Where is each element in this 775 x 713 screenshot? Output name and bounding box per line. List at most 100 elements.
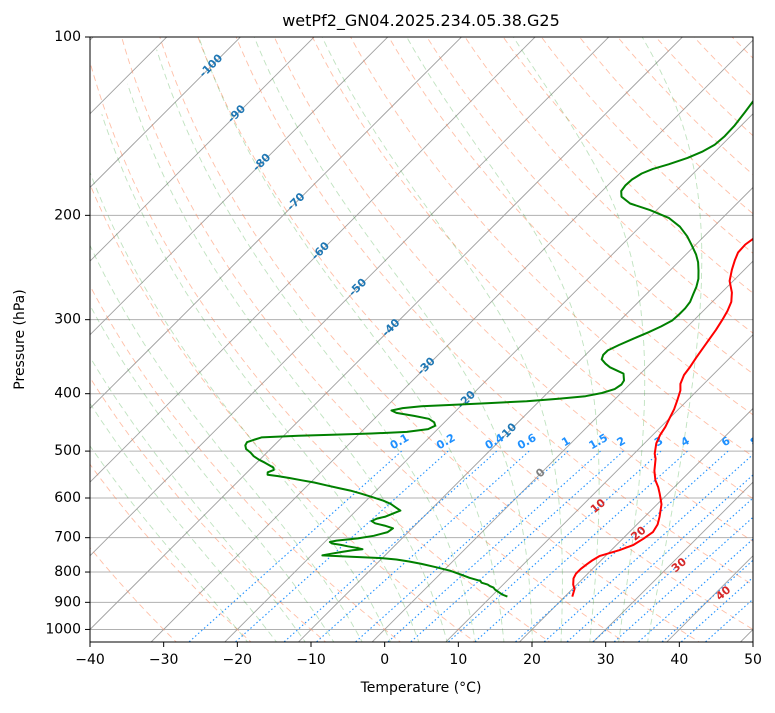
isotherm-line — [739, 628, 753, 642]
isotherm-line — [90, 37, 315, 262]
moist-adiabat — [406, 37, 600, 642]
y-tick-label: 700 — [54, 530, 81, 546]
y-tick-label: 200 — [54, 207, 81, 223]
moist-adiabat — [90, 171, 392, 642]
moist-adiabat — [90, 244, 363, 642]
moist-adiabat — [127, 83, 448, 642]
isotherm-line — [90, 37, 610, 557]
axes-layer: −40 −30 −20 −10 0 10 20 30 40 5010020030040050060… — [45, 29, 762, 668]
mixing-ratio-line — [704, 598, 753, 642]
dry-adiabat — [90, 463, 252, 642]
isotherm-label: -30 — [415, 354, 438, 377]
isotherm-line — [518, 407, 753, 642]
dewpoint-profile — [244, 99, 753, 598]
moist-adiabat — [90, 356, 306, 642]
dry-adiabat — [90, 183, 476, 642]
y-tick-label: 900 — [54, 594, 81, 610]
mixing-ratio-line — [234, 450, 449, 642]
isotherm-line — [371, 260, 753, 642]
x-tick-label: 30 — [597, 652, 615, 668]
temperature-profile — [571, 237, 753, 597]
dry-adiabat — [731, 37, 753, 59]
mixing-ratio-line — [514, 450, 729, 642]
mixing-ratio-line — [447, 450, 662, 642]
dry-adiabat — [540, 37, 753, 254]
moist-adiabat — [641, 37, 703, 642]
isotherm-line — [150, 39, 753, 642]
isotherm-line — [445, 334, 753, 642]
y-tick-label: 600 — [54, 490, 81, 506]
y-tick-label: 800 — [54, 564, 81, 580]
dry-adiabat — [350, 37, 753, 457]
x-tick-label: 0 — [380, 652, 389, 668]
isotherm-line — [90, 37, 242, 189]
dry-adiabat — [388, 37, 753, 416]
dry-adiabat — [757, 24, 775, 645]
mixing-ratio-label: 1 — [559, 434, 572, 449]
mixing-ratio-line — [354, 450, 569, 642]
mixing-ratio-line — [283, 450, 498, 642]
moist-adiabat — [101, 114, 420, 642]
moist-adiabat — [198, 37, 505, 642]
dry-adiabat — [578, 37, 753, 215]
y-tick-label: 100 — [54, 29, 81, 45]
x-tick-label: 40 — [670, 652, 688, 668]
mixing-ratio-line — [613, 516, 753, 642]
mixing-ratio-line — [637, 538, 753, 642]
x-axis-title: Temperature (°C) — [360, 680, 482, 696]
dry-adiabat — [197, 37, 753, 630]
isotherm-line — [90, 37, 536, 483]
mixing-ratio-line — [473, 450, 688, 642]
dry-adiabat — [235, 37, 753, 586]
y-tick-label: 500 — [54, 443, 81, 459]
moist-adiabat — [156, 49, 476, 642]
plot-area: -100-90-80-70-60-50-40-30-20-1000.1 0.2 0.… — [90, 24, 775, 645]
isotherm-line — [224, 113, 753, 642]
dry-adiabat — [90, 376, 327, 642]
isotherm-line — [297, 186, 753, 642]
moist-adiabat — [90, 445, 249, 642]
isotherm-label: -80 — [250, 151, 273, 174]
mixing-ratio-label: 0.2 — [434, 431, 457, 452]
isotherm-line — [592, 481, 753, 642]
x-tick-label: −40 — [75, 652, 105, 668]
x-tick-label: −10 — [296, 652, 326, 668]
mixing-ratio-label: 1.5 — [587, 431, 610, 452]
mixing-ratio-line — [409, 450, 624, 642]
isotherm-label: -70 — [284, 190, 307, 213]
mixing-ratio-line — [566, 474, 753, 642]
mixing-ratio-line — [661, 559, 753, 642]
dry-adiabat — [90, 60, 551, 642]
mixing-ratio-label: 8 — [748, 434, 761, 449]
isotherm-label: -100 — [197, 51, 226, 80]
isotherm-label: -60 — [309, 239, 332, 262]
dry-adiabat — [311, 37, 753, 500]
mixing-ratio-line — [591, 497, 753, 642]
isotherm-label: -90 — [225, 102, 248, 125]
isotherm-line — [90, 37, 463, 410]
mixing-ratio-label: 10 — [767, 432, 775, 451]
isotherm-line — [90, 37, 389, 336]
mixing-ratio-label: 0.1 — [388, 431, 411, 452]
y-tick-label: 400 — [54, 386, 81, 402]
x-tick-label: 50 — [744, 652, 762, 668]
moist-adiabat — [512, 37, 646, 642]
dry-adiabat — [502, 37, 753, 294]
mixing-ratio-label: 2 — [615, 434, 628, 449]
plot-frame — [89, 36, 754, 643]
dry-adiabat — [655, 37, 753, 137]
mixing-ratio-line — [188, 450, 403, 642]
dry-adiabat — [693, 37, 753, 98]
moist-adiabat — [90, 402, 278, 642]
mixing-ratio-label: 6 — [719, 434, 732, 449]
x-tick-label: −30 — [149, 652, 179, 668]
mixing-ratio-label: 4 — [679, 434, 692, 449]
x-tick-label: 10 — [449, 652, 467, 668]
y-tick-label: 1000 — [45, 621, 81, 637]
chart-title: wetPf2_GN04.2025.234.05.38.G25 — [282, 11, 560, 31]
isotherm-line — [666, 555, 753, 642]
moist-adiabat — [321, 37, 563, 642]
moist-adiabat-label: 20 — [628, 523, 648, 543]
